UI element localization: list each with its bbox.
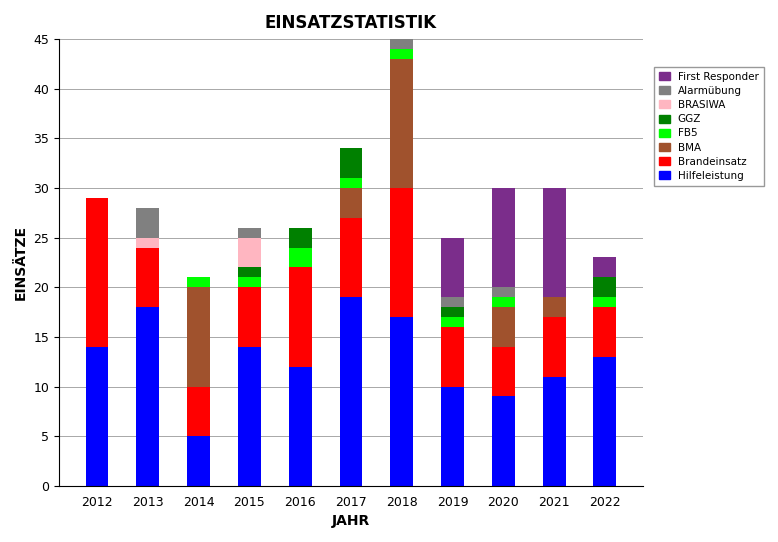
Bar bbox=[187, 278, 210, 287]
Bar bbox=[492, 297, 515, 307]
Bar bbox=[238, 287, 261, 347]
Bar bbox=[492, 188, 515, 287]
Bar bbox=[594, 357, 616, 486]
Title: EINSATZSTATISTIK: EINSATZSTATISTIK bbox=[265, 14, 437, 32]
Bar bbox=[441, 327, 464, 386]
X-axis label: JAHR: JAHR bbox=[331, 514, 370, 528]
Bar bbox=[391, 59, 413, 188]
Bar bbox=[187, 287, 210, 386]
Bar bbox=[339, 148, 363, 178]
Bar bbox=[492, 307, 515, 347]
Bar bbox=[339, 178, 363, 188]
Bar bbox=[238, 267, 261, 278]
Bar bbox=[543, 377, 566, 486]
Bar bbox=[594, 257, 616, 278]
Bar bbox=[441, 386, 464, 486]
Bar bbox=[187, 386, 210, 436]
Bar bbox=[594, 278, 616, 297]
Bar bbox=[86, 347, 108, 486]
Bar bbox=[441, 317, 464, 327]
Bar bbox=[238, 278, 261, 287]
Bar bbox=[391, 188, 413, 317]
Bar bbox=[492, 287, 515, 297]
Bar bbox=[136, 237, 159, 248]
Bar bbox=[492, 347, 515, 396]
Bar bbox=[289, 267, 311, 367]
Bar bbox=[543, 317, 566, 377]
Bar bbox=[339, 218, 363, 297]
Y-axis label: EINSÄTZE: EINSÄTZE bbox=[14, 225, 28, 300]
Bar bbox=[136, 208, 159, 237]
Bar bbox=[238, 237, 261, 267]
Bar bbox=[391, 317, 413, 486]
Bar bbox=[441, 307, 464, 317]
Bar bbox=[136, 248, 159, 307]
Bar bbox=[594, 307, 616, 357]
Bar bbox=[187, 436, 210, 486]
Bar bbox=[339, 297, 363, 486]
Bar bbox=[136, 307, 159, 486]
Bar bbox=[594, 297, 616, 307]
Bar bbox=[441, 237, 464, 297]
Bar bbox=[339, 188, 363, 218]
Bar bbox=[86, 198, 108, 347]
Bar bbox=[289, 367, 311, 486]
Bar bbox=[441, 297, 464, 307]
Bar bbox=[289, 228, 311, 248]
Bar bbox=[391, 49, 413, 59]
Bar bbox=[543, 297, 566, 317]
Bar bbox=[391, 0, 413, 49]
Bar bbox=[492, 396, 515, 486]
Legend: First Responder, Alarmübung, BRASIWA, GGZ, FB5, BMA, Brandeinsatz, Hilfeleistung: First Responder, Alarmübung, BRASIWA, GG… bbox=[654, 67, 764, 186]
Bar bbox=[238, 228, 261, 237]
Bar bbox=[238, 347, 261, 486]
Bar bbox=[289, 248, 311, 267]
Bar bbox=[543, 188, 566, 297]
